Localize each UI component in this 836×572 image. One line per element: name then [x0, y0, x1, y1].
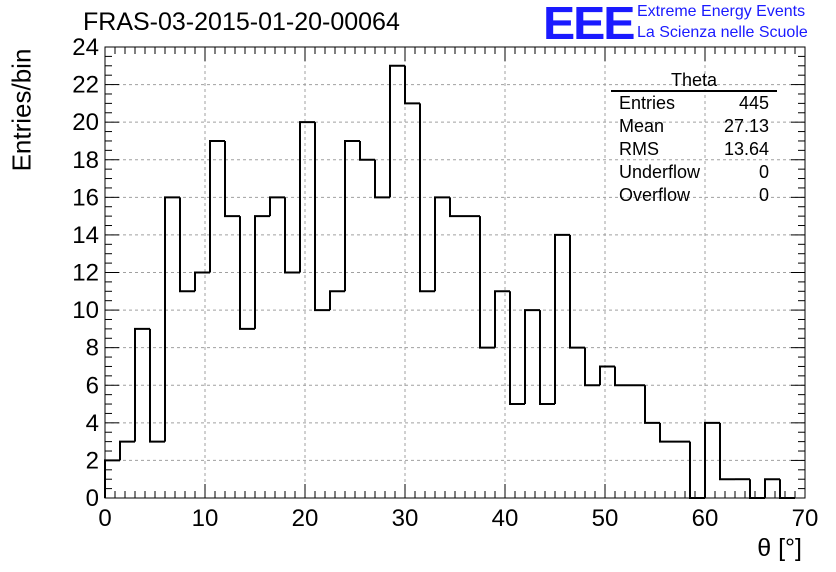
histogram-bin [449, 197, 465, 218]
histogram-bin [359, 140, 375, 161]
logo-subtitle-1: Extreme Energy Events [637, 3, 806, 20]
x-tick-label: 70 [792, 505, 819, 532]
histogram-bin [719, 422, 735, 481]
x-tick-label: 60 [692, 505, 719, 532]
histogram-bin [224, 140, 240, 218]
histogram-bin [284, 197, 300, 274]
histogram-bin [134, 327, 150, 442]
x-tick-label: 40 [492, 505, 519, 532]
histogram-bin [419, 103, 435, 293]
x-tick-label: 50 [592, 505, 619, 532]
stats-label: Overflow [619, 185, 691, 205]
histogram-bin [164, 196, 180, 442]
histogram-bin [704, 421, 720, 498]
histogram-bin [569, 234, 585, 349]
y-tick-label: 14 [72, 222, 99, 249]
histogram-bin [644, 385, 660, 424]
x-tick-label: 10 [192, 505, 219, 532]
histogram-bin [119, 440, 135, 461]
histogram-bin [404, 65, 420, 105]
logo-subtitle-2: La Scienza nelle Scuole [637, 24, 808, 41]
x-tick-labels: 0 10 20 30 40 50 60 70 [98, 505, 818, 532]
y-tick-label: 12 [72, 260, 99, 287]
histogram-bin [239, 216, 255, 330]
histogram-bin [329, 290, 345, 311]
stats-label: Entries [619, 93, 676, 113]
histogram-bin [554, 233, 570, 405]
y-tick-label: 10 [72, 297, 99, 324]
histogram-bin [524, 309, 540, 405]
y-tick-label: 18 [72, 147, 99, 174]
stats-label: Mean [619, 116, 665, 136]
stats-value: 27.13 [723, 116, 769, 136]
chart-title: FRAS-03-2015-01-20-00064 [83, 8, 400, 36]
stats-title: Theta [670, 70, 718, 90]
stats-row-rms: RMS 13.64 [611, 138, 777, 161]
eee-logo: EEE [543, 0, 635, 49]
histogram-bin [314, 122, 330, 312]
histogram-bin [764, 478, 780, 498]
y-tick-label: 2 [86, 447, 99, 474]
stats-value: 0 [758, 162, 769, 182]
histogram-bin [149, 328, 165, 443]
histogram-bin [689, 441, 705, 499]
histogram-bin [269, 196, 285, 217]
x-tick-label: 0 [98, 505, 111, 532]
histogram-bin [509, 291, 525, 406]
histogram-bin [374, 159, 390, 199]
y-axis-label: Entries/bin [6, 48, 37, 172]
y-tick-label: 24 [72, 34, 99, 61]
histogram-bin [659, 422, 675, 443]
histogram-bin [344, 139, 360, 292]
histogram-bin [599, 365, 615, 386]
y-tick-label: 6 [86, 372, 99, 399]
stats-row-entries: Entries 445 [611, 92, 777, 115]
stats-label: RMS [619, 139, 659, 159]
histogram-bin [194, 271, 210, 292]
histogram-bin [614, 366, 630, 387]
stats-divider [611, 90, 777, 92]
stats-value: 445 [738, 93, 769, 113]
stats-row-overflow: Overflow 0 [611, 184, 777, 207]
histogram-bin [254, 215, 270, 329]
stats-value: 13.64 [723, 139, 769, 159]
axis-ticks [104, 46, 806, 499]
y-tick-label: 22 [72, 72, 99, 99]
x-axis-label: θ [°] [757, 534, 802, 562]
histogram-bin [179, 197, 195, 293]
stats-box: Theta Entries 445 Mean 27.13 RMS 13.64 U… [611, 70, 777, 207]
histogram-bin [494, 290, 510, 348]
stats-label: Underflow [619, 162, 701, 182]
histogram-bin [749, 479, 765, 499]
histogram-bin [209, 139, 225, 273]
stats-value: 0 [758, 185, 769, 205]
y-tick-label: 16 [72, 184, 99, 211]
histogram-bin [539, 310, 555, 406]
histogram-bin [479, 216, 495, 349]
x-tick-label: 20 [292, 505, 319, 532]
histogram-bin [779, 479, 795, 499]
y-tick-label: 20 [72, 109, 99, 136]
y-tick-label: 0 [86, 485, 99, 512]
histogram-bin [389, 64, 405, 198]
grid-lines [105, 47, 805, 498]
histogram-bin [434, 196, 450, 292]
histogram-bin [584, 347, 600, 387]
stats-row-mean: Mean 27.13 [611, 115, 777, 138]
x-tick-label: 30 [392, 505, 419, 532]
y-tick-label: 8 [86, 335, 99, 362]
histogram-bin [299, 121, 315, 273]
stats-row-underflow: Underflow 0 [611, 161, 777, 184]
y-tick-label: 4 [86, 410, 99, 437]
